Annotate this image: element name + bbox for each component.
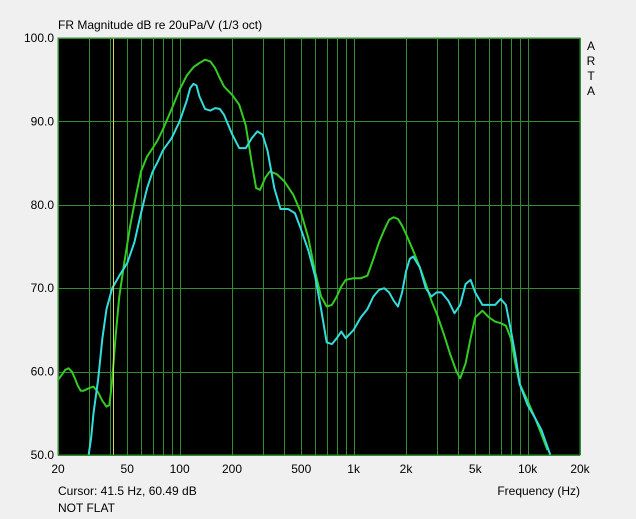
series-line-cyan bbox=[87, 82, 552, 456]
series-group bbox=[57, 58, 552, 456]
flat-status: NOT FLAT bbox=[58, 501, 115, 515]
arta-brand: A R T A bbox=[584, 39, 598, 99]
x-tick-label: 20k bbox=[570, 462, 590, 476]
y-tick-label: 90.0 bbox=[31, 114, 55, 128]
x-tick-label: 200 bbox=[222, 462, 242, 476]
series-line-green bbox=[57, 58, 549, 451]
y-tick-label: 70.0 bbox=[31, 281, 55, 295]
y-tick-label: 100.0 bbox=[24, 31, 54, 45]
y-tick-label: 60.0 bbox=[31, 365, 55, 379]
grid bbox=[58, 38, 581, 456]
y-tick-label: 80.0 bbox=[31, 198, 55, 212]
plot-border bbox=[57, 37, 581, 456]
x-tick-label: 2k bbox=[400, 462, 414, 476]
y-axis: 50.0 60.0 70.0 80.0 90.0 100.0 bbox=[24, 31, 54, 462]
x-tick-label: 5k bbox=[469, 462, 483, 476]
x-tick-label: 100 bbox=[170, 462, 190, 476]
x-tick-label: 1k bbox=[347, 462, 361, 476]
brand-letter: A bbox=[586, 39, 595, 53]
cursor-readout: Cursor: 41.5 Hz, 60.49 dB bbox=[58, 484, 197, 498]
brand-letter: R bbox=[586, 54, 596, 68]
x-tick-label: 20 bbox=[51, 462, 65, 476]
x-tick-label: 50 bbox=[121, 462, 135, 476]
brand-letter: T bbox=[587, 69, 595, 83]
x-axis-label: Frequency (Hz) bbox=[497, 484, 580, 498]
x-axis: 20 50 100 200 500 1k 2k 5k 10k 20k bbox=[51, 462, 590, 476]
x-tick-label: 10k bbox=[518, 462, 538, 476]
brand-letter: A bbox=[586, 84, 595, 98]
plot-area[interactable] bbox=[58, 38, 580, 455]
x-tick-label: 500 bbox=[291, 462, 311, 476]
y-tick-label: 50.0 bbox=[31, 448, 55, 462]
chart-title: FR Magnitude dB re 20uPa/V (1/3 oct) bbox=[58, 18, 263, 32]
